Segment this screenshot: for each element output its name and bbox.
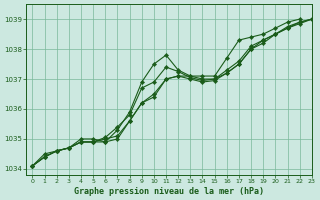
X-axis label: Graphe pression niveau de la mer (hPa): Graphe pression niveau de la mer (hPa) [74, 187, 264, 196]
